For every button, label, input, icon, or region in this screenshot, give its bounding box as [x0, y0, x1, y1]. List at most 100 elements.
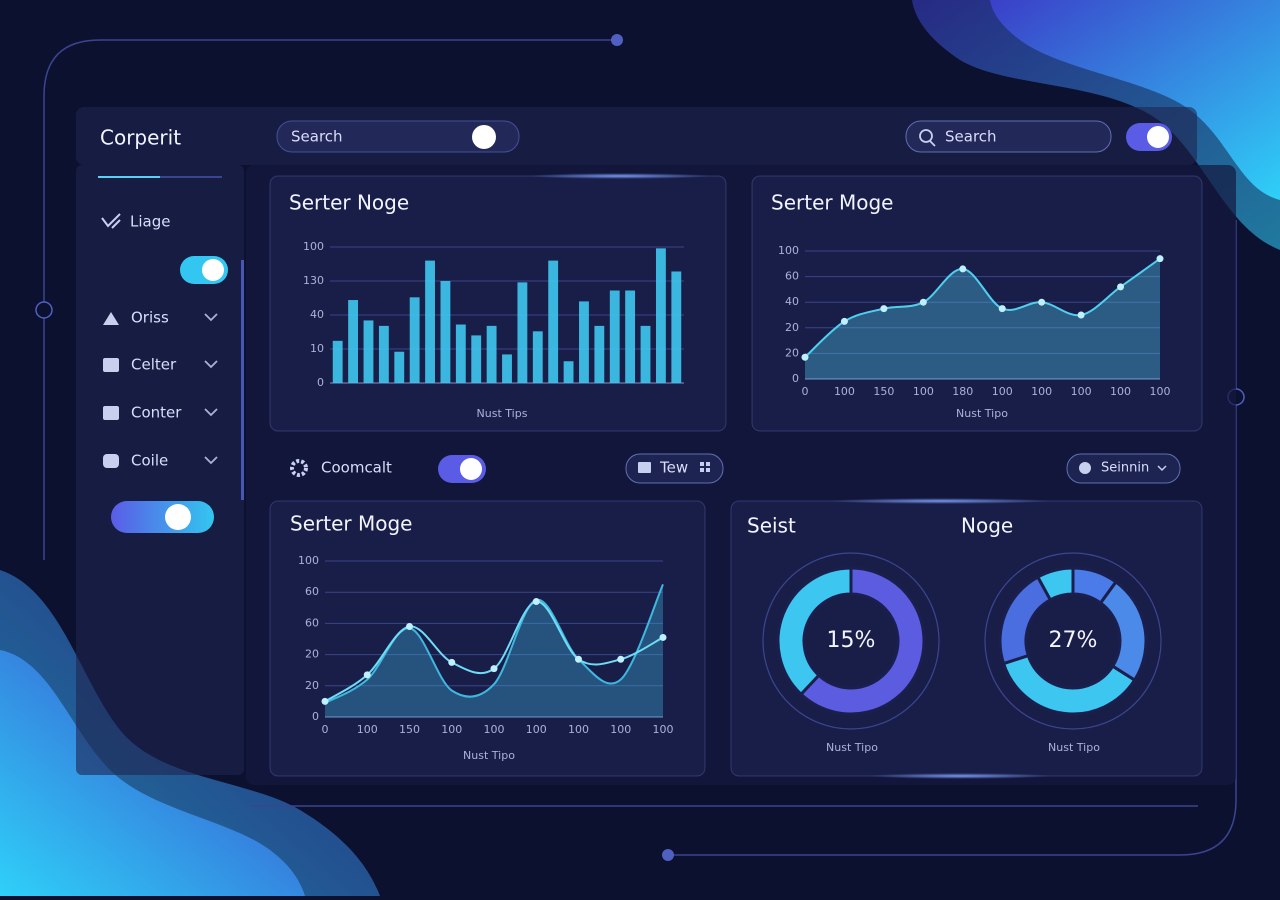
sidebar-items: Liage Oriss Celter Conter Coile [101, 213, 218, 470]
x-tick-label: 100 [653, 723, 674, 736]
bar [440, 281, 451, 383]
y-tick-label: 60 [305, 616, 319, 629]
area [805, 258, 1160, 379]
donut-segment [798, 566, 926, 716]
nav-item[interactable]: Coile [131, 452, 168, 470]
chart-title: Seist [747, 514, 796, 538]
y-tick-label: 40 [310, 308, 324, 321]
nav-item[interactable]: Celter [131, 356, 177, 374]
x-tick-label: 100 [526, 723, 547, 736]
glows [530, 173, 1050, 779]
x-tick-label: 100 [441, 723, 462, 736]
grid-icon [700, 462, 710, 472]
marker [575, 655, 582, 663]
marker [959, 265, 967, 273]
frame-dots [611, 34, 674, 861]
y-tick-label: 60 [785, 270, 799, 283]
area [325, 584, 663, 717]
y-tick-label: 20 [305, 679, 319, 692]
donut-segment [1035, 566, 1075, 602]
line [324, 583, 664, 704]
blob [0, 650, 305, 896]
search-box[interactable] [276, 120, 520, 153]
x-tick-label: 100 [1150, 385, 1171, 398]
x-tick-label: 100 [568, 723, 589, 736]
marker [840, 317, 848, 325]
panel [269, 500, 706, 777]
x-tick-label: 100 [913, 385, 934, 398]
x-tick-label: 150 [399, 723, 420, 736]
y-tick-label: 20 [305, 648, 319, 661]
nav-item[interactable]: Oriss [131, 309, 169, 327]
bar [486, 325, 497, 383]
donut-ring [984, 552, 1162, 730]
toggle[interactable] [111, 501, 214, 533]
marker [321, 697, 329, 705]
chevrons [204, 313, 218, 465]
icon [638, 462, 651, 473]
y-tick-label: 20 [785, 346, 799, 359]
bar [532, 331, 543, 383]
chart-title: Serter Moge [771, 191, 893, 215]
dropdown[interactable] [1066, 453, 1181, 484]
marker [880, 305, 888, 313]
bar [363, 320, 374, 383]
x-tick-label: 100 [992, 385, 1013, 398]
marker [1038, 298, 1046, 306]
toggle-knob [1147, 126, 1169, 148]
line [804, 257, 1161, 358]
marker [998, 305, 1006, 313]
bar [425, 260, 435, 383]
bar [455, 324, 466, 383]
x-tick-label: 0 [322, 723, 329, 736]
x-tick-label: 180 [952, 385, 973, 398]
marker [617, 655, 625, 663]
gear-icon [290, 459, 308, 477]
chart-title: Serter Moge [290, 512, 412, 536]
bar [348, 300, 359, 383]
y-tick-label: 100 [298, 554, 319, 567]
bar [609, 290, 620, 383]
x-tick-label: 0 [802, 385, 809, 398]
marker [406, 623, 413, 631]
marker [1117, 283, 1125, 291]
nav-item[interactable]: Liage [130, 213, 170, 231]
x-tick-label: 150 [873, 385, 894, 398]
bar [378, 325, 389, 383]
x-tick-label: 100 [1031, 385, 1052, 398]
marker [448, 658, 456, 666]
marker [801, 353, 809, 361]
bar [332, 340, 343, 383]
marker [1156, 255, 1164, 263]
y-tick-label: 100 [778, 244, 799, 257]
chart-title: Serter Noge [289, 191, 409, 215]
marker [490, 665, 498, 673]
y-tick-label: 40 [785, 295, 799, 308]
icon [1079, 462, 1091, 474]
icon [103, 406, 119, 420]
search-knob [472, 125, 496, 149]
toggle-knob [202, 259, 224, 281]
bar [394, 351, 405, 383]
icon [103, 312, 119, 325]
chevron [1157, 465, 1167, 472]
donut-center-label: 27% [1049, 628, 1098, 653]
nav-item[interactable]: Conter [131, 404, 182, 422]
x-axis-label: Nust Tipo [826, 741, 878, 754]
toolbar-label: Coomcalt [321, 459, 392, 477]
icon [103, 358, 119, 372]
button[interactable] [625, 453, 724, 484]
bar [671, 271, 682, 383]
search-box[interactable] [905, 120, 1112, 153]
bar [655, 248, 666, 383]
search-icon [919, 129, 936, 147]
y-tick-label: 10 [310, 342, 324, 355]
sidebar [76, 165, 244, 775]
x-axis-label: Nust Tips [477, 407, 528, 420]
dropdown-label: Seinnin [1101, 461, 1149, 476]
bar [502, 354, 512, 383]
donut-segment [776, 566, 853, 697]
x-axis-label: Nust Tipo [463, 749, 515, 762]
